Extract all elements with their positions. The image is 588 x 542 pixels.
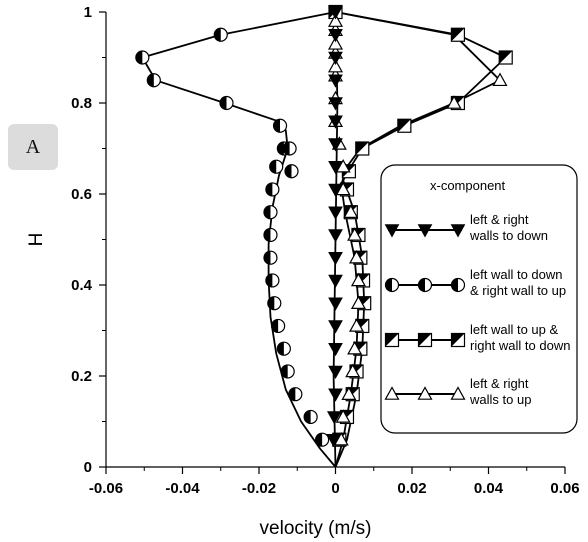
- series-4-point: [349, 318, 365, 332]
- legend-marker-3: [450, 332, 466, 348]
- x-tick-label: -0.06: [89, 480, 123, 497]
- series-2-point: [265, 273, 280, 288]
- series-2-point: [272, 118, 288, 133]
- series-1-point: [328, 297, 343, 311]
- x-tick-label: -0.02: [242, 480, 276, 497]
- y-tick-label: 1: [84, 4, 92, 21]
- x-tick-label: 0.02: [397, 480, 426, 497]
- legend-marker-2: [417, 277, 433, 293]
- legend: x-component left & right walls to down left…: [380, 164, 578, 434]
- series-1-point: [328, 161, 343, 175]
- legend-marker-4: [417, 386, 433, 400]
- legend-marker-1: [450, 224, 466, 238]
- x-tick-label: 0.06: [550, 480, 579, 497]
- series-1-point: [328, 343, 343, 357]
- legend-label-4: left & right walls to up: [469, 376, 531, 407]
- series-4-point: [345, 363, 361, 378]
- y-axis-label: H: [26, 233, 47, 247]
- legend-marker-4: [384, 386, 400, 400]
- series-4-point: [327, 58, 344, 73]
- series-2-point: [288, 387, 303, 402]
- legend-label-1: left & right walls to down: [469, 212, 548, 243]
- legend-marker-1: [384, 224, 400, 238]
- series-2-point: [219, 95, 234, 111]
- legend-marker-3: [384, 332, 400, 348]
- x-tick-label: 0: [331, 480, 339, 497]
- series-4-point: [350, 272, 366, 287]
- series-4-point: [349, 249, 365, 264]
- series-4-point: [341, 386, 357, 400]
- series-1-point: [328, 138, 343, 152]
- series-3-point: [355, 141, 370, 156]
- series-1-point: [328, 229, 343, 243]
- series-1-point: [326, 434, 341, 448]
- series-4-point: [347, 340, 363, 355]
- series-4-point: [327, 13, 344, 27]
- series-1-point: [327, 411, 342, 425]
- series-2-point: [269, 159, 284, 174]
- series-1-point: [328, 274, 343, 288]
- legend-title: x-component: [430, 178, 506, 193]
- legend-label-2: left wall to down & right wall to up: [470, 267, 566, 298]
- legend-marker-1: [417, 224, 433, 238]
- series-1-point: [328, 365, 343, 379]
- series-2-point: [271, 318, 286, 334]
- series-4-point: [347, 227, 363, 241]
- series-2-point: [213, 27, 228, 42]
- series-2-point: [265, 182, 280, 197]
- series-2-point: [282, 141, 297, 156]
- series-2-point: [315, 432, 330, 447]
- series-4-point: [343, 204, 359, 218]
- y-tick-label: 0.2: [71, 368, 92, 385]
- series-4-point: [350, 295, 366, 309]
- legend-label-3: left wall to up & right wall to down: [470, 322, 570, 353]
- series-2-point: [263, 250, 278, 265]
- series-3-point: [498, 50, 513, 65]
- panel-label: A: [8, 124, 58, 170]
- legend-marker-2: [450, 277, 466, 293]
- series-1-point: [328, 206, 343, 220]
- series-2-point: [135, 50, 150, 65]
- series-2-point: [280, 364, 295, 379]
- series-4-point: [327, 36, 344, 50]
- series-1-point: [328, 388, 343, 402]
- x-tick-label: 0.04: [474, 480, 504, 497]
- series-1-point: [328, 183, 343, 197]
- series-1-point: [328, 115, 343, 129]
- series-1-point: [328, 51, 343, 66]
- x-tick-label: -0.04: [165, 480, 200, 497]
- series-1-point: [328, 6, 343, 20]
- legend-marker-3: [417, 332, 433, 348]
- series-4-point: [492, 72, 508, 87]
- series-2-point: [267, 296, 282, 311]
- series-3-point: [450, 27, 465, 42]
- legend-marker-2: [384, 277, 400, 293]
- legend-marker-4: [450, 386, 466, 400]
- series-line-2: [141, 11, 337, 468]
- y-tick-label: 0.8: [71, 95, 92, 112]
- series-1-point: [328, 74, 343, 88]
- y-tick-label: 0.6: [71, 186, 92, 203]
- series-2-point: [263, 205, 278, 220]
- series-1-point: [328, 252, 343, 266]
- series-layer: [135, 4, 513, 468]
- series-1-point: [328, 320, 343, 334]
- series-2-point: [146, 73, 161, 88]
- series-2-point: [276, 341, 291, 356]
- y-tick-label: 0: [84, 459, 92, 476]
- series-2-point: [263, 227, 278, 243]
- series-1-point: [328, 29, 343, 43]
- y-tick-label: 0.4: [71, 277, 93, 294]
- series-4-point: [335, 409, 351, 423]
- series-1-point: [328, 97, 343, 111]
- series-2-point: [284, 164, 299, 179]
- series-3-point: [397, 118, 412, 133]
- x-axis-label: velocity (m/s): [260, 518, 372, 539]
- series-4-point: [446, 95, 462, 109]
- series-2-point: [303, 409, 318, 425]
- legend-box: [380, 164, 578, 434]
